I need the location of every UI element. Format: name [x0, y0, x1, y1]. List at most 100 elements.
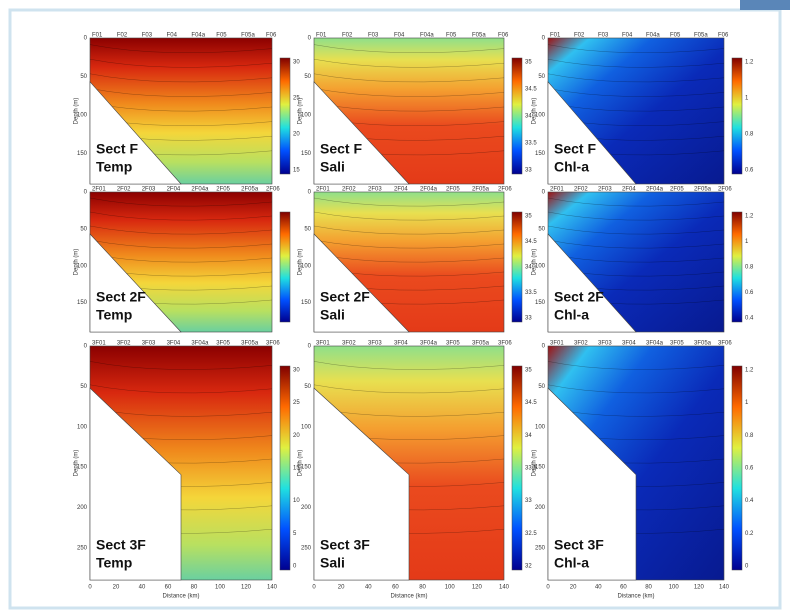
station-label: 3F05	[216, 341, 230, 347]
station-label: F05	[216, 33, 227, 39]
station-label: F03	[598, 33, 609, 39]
y-axis-label: Depth (m)	[298, 450, 304, 477]
contour-line	[547, 44, 725, 54]
y-tick-label: 50	[80, 74, 87, 80]
x-axis-label: Distance (km)	[162, 594, 199, 600]
station-label: 3F01	[550, 341, 564, 347]
y-axis-label: Depth (m)	[298, 249, 304, 276]
contour-line	[547, 58, 725, 68]
variable-label: Temp	[96, 159, 132, 175]
station-label: 2F01	[316, 187, 330, 193]
station-label: F04	[394, 33, 405, 39]
colorbar-tick-label: 34.5	[525, 87, 537, 93]
station-label: 2F05a	[241, 187, 259, 193]
y-tick-label: 100	[301, 424, 312, 430]
colorbar-tick-label: 0.6	[745, 290, 754, 296]
y-tick-label: 150	[535, 300, 546, 306]
colorbar	[511, 57, 523, 175]
x-tick-label: 80	[645, 585, 652, 591]
contour-line	[547, 73, 725, 83]
variable-label: Sali	[320, 555, 345, 571]
y-axis-label: Depth (m)	[74, 249, 80, 276]
seabed	[89, 81, 182, 185]
colorbar-tick-label: 34	[525, 114, 532, 120]
colorbar-tick-label: 0.6	[745, 466, 754, 472]
station-label: 3F02	[117, 341, 131, 347]
colorbar-tick-label: 33.5	[525, 466, 537, 472]
x-tick-label: 20	[113, 585, 120, 591]
y-tick-label: 150	[301, 151, 312, 157]
colorbar-tick-label: 33.5	[525, 290, 537, 296]
colorbar	[279, 365, 291, 571]
y-tick-label: 0	[84, 190, 88, 196]
station-label: 2F03	[598, 187, 612, 193]
station-label: 3F04	[167, 341, 181, 347]
y-axis-label: Depth (m)	[298, 98, 304, 125]
contour-line	[313, 225, 505, 235]
y-axis-label: Depth (m)	[74, 98, 80, 125]
station-label: 3F02	[342, 341, 356, 347]
y-tick-label: 150	[77, 300, 88, 306]
y-tick-label: 50	[80, 226, 87, 232]
contour-line	[313, 384, 505, 394]
station-label: F02	[342, 33, 353, 39]
station-label: 3F03	[598, 341, 612, 347]
y-tick-label: 50	[538, 384, 545, 390]
x-tick-label: 140	[499, 585, 510, 591]
station-label: 2F04a	[191, 187, 209, 193]
colorbar-tick-label: 20	[293, 433, 300, 439]
colorbar-tick-label: 1	[745, 400, 749, 406]
y-tick-label: 0	[542, 190, 546, 196]
station-label: 2F01	[92, 187, 106, 193]
station-label: 3F04	[622, 341, 636, 347]
section-label: Sect 3F	[320, 537, 370, 553]
contour-line	[313, 73, 505, 83]
seabed	[313, 81, 410, 185]
station-label: 2F05	[446, 187, 460, 193]
station-label: F03	[368, 33, 379, 39]
station-label: 2F04a	[646, 187, 664, 193]
station-label: 3F05a	[694, 341, 712, 347]
station-label: F02	[574, 33, 585, 39]
colorbar-tick-label: 0.4	[745, 498, 754, 504]
contour-line	[89, 225, 273, 235]
x-tick-label: 140	[719, 585, 730, 591]
seabed	[547, 233, 637, 333]
station-label: 2F01	[550, 187, 564, 193]
x-tick-label: 100	[445, 585, 456, 591]
station-label: F06	[266, 33, 277, 39]
station-label: 2F03	[368, 187, 382, 193]
variable-label: Chl-a	[554, 159, 589, 175]
y-tick-label: 100	[301, 112, 312, 118]
y-tick-label: 150	[535, 465, 546, 471]
x-tick-label: 100	[215, 585, 226, 591]
station-label: 2F06	[718, 187, 732, 193]
section-label: Sect F	[96, 141, 138, 157]
x-tick-label: 120	[472, 585, 483, 591]
station-label: 2F02	[342, 187, 356, 193]
x-tick-label: 40	[139, 585, 146, 591]
colorbar	[279, 57, 291, 175]
y-tick-label: 50	[538, 74, 545, 80]
y-tick-label: 150	[77, 465, 88, 471]
colorbar	[279, 211, 291, 323]
x-tick-label: 20	[338, 585, 345, 591]
colorbar-tick-label: 0.8	[745, 433, 754, 439]
contour-line	[89, 239, 273, 249]
y-tick-label: 150	[301, 300, 312, 306]
colorbar-tick-label: 30	[293, 368, 300, 374]
station-label: 3F04a	[191, 341, 209, 347]
section-label: Sect 2F	[96, 289, 146, 305]
station-label: 2F02	[574, 187, 588, 193]
section-label: Sect F	[554, 141, 596, 157]
y-axis-label: Depth (m)	[532, 249, 538, 276]
y-tick-label: 0	[308, 190, 312, 196]
x-tick-label: 0	[312, 585, 316, 591]
y-tick-label: 50	[538, 226, 545, 232]
colorbar-tick-label: 33	[525, 316, 532, 322]
variable-label: Temp	[96, 555, 132, 571]
seabed	[313, 233, 410, 333]
contour-line	[313, 211, 505, 221]
colorbar-tick-label: 0.8	[745, 265, 754, 271]
y-tick-label: 250	[535, 545, 546, 551]
